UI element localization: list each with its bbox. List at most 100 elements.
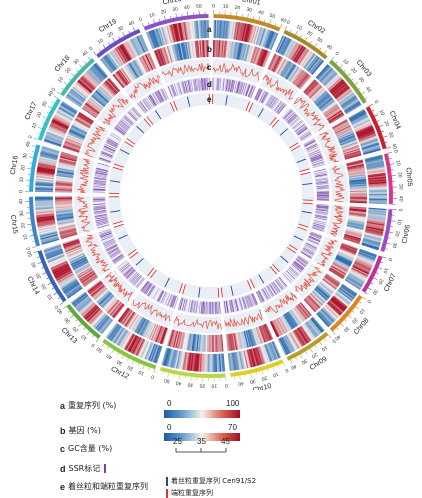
tick-label-chr16-40: 40 (25, 141, 32, 148)
tick-label-chr05-10: 10 (394, 160, 401, 167)
tick-chr18-10 (64, 82, 67, 84)
tick-chr05-0 (388, 152, 392, 153)
tick-chr12-15 (138, 363, 139, 365)
tick-label-chr18-40: 40 (81, 50, 89, 58)
tick-chr10-5 (278, 365, 279, 367)
tick-chr17-35 (52, 102, 54, 103)
tick-chr15-10 (29, 235, 33, 236)
tick-chr05-10 (390, 164, 394, 165)
tick-chr20-10 (153, 19, 154, 23)
tick-label-chr01-20: 20 (234, 5, 241, 12)
tick-label-chr11-10: 10 (211, 383, 217, 389)
legend-c-tick-3: 45 (221, 437, 230, 446)
tick-chr15-5 (32, 241, 34, 242)
tick-chr08-5 (359, 302, 361, 303)
chr-label-chr06: Chr06 (401, 224, 412, 244)
tick-label-chr01-30: 30 (246, 7, 253, 14)
legend-row-d: d SSR标记 (60, 463, 106, 474)
tick-chr19-25 (118, 36, 119, 38)
tick-chr19-10 (103, 45, 105, 48)
tick-chr07-10 (378, 267, 382, 269)
tick-chr09-0 (329, 335, 332, 338)
tick-chr13-0 (96, 339, 98, 342)
chr-label-chr16: Chr16 (10, 155, 20, 175)
tick-chr15-0 (32, 247, 36, 248)
tick-label-chr08-0: 0 (365, 299, 372, 305)
tick-chr20-0 (142, 23, 143, 27)
tick-chr17-15 (42, 122, 44, 123)
tick-label-chr14-30: 30 (35, 272, 43, 280)
tick-chr14-5 (58, 298, 60, 299)
tick-chr17-10 (38, 127, 42, 128)
tick-label-chr05-0: 0 (392, 149, 399, 153)
tick-chr14-45 (37, 257, 39, 258)
tick-label-chr12-10: 10 (138, 369, 146, 377)
tick-chr07-20 (374, 278, 378, 280)
tick-label-chr20-10: 10 (148, 12, 155, 19)
track-e-bg-chr05 (299, 172, 314, 201)
legend-a-max: 100 (226, 399, 239, 408)
tick-chr03-0 (332, 57, 335, 60)
tick-chr08-0 (362, 297, 365, 299)
legend-c-tick-2: 35 (197, 437, 206, 446)
tick-chr13-5 (92, 335, 94, 337)
tick-chr02-20 (305, 37, 307, 40)
tick-label-chr12-0: 0 (150, 373, 155, 380)
tick-chr09-15 (315, 345, 316, 347)
tick-label-chr20-0: 0 (138, 16, 143, 23)
tick-chr14-40 (38, 262, 42, 263)
tick-chr08-30 (341, 324, 344, 327)
tick-chr07-30 (368, 288, 371, 290)
tick-label-chr02-0: 0 (286, 19, 291, 26)
tick-chr01-40 (259, 17, 260, 21)
tick-chr01-20 (236, 12, 237, 16)
tick-label-chr14-40: 40 (30, 261, 38, 269)
tick-chr02-10 (295, 31, 297, 35)
tick-chr12-35 (117, 353, 118, 355)
tick-chr10-20 (262, 371, 263, 375)
tick-label-chr19-40: 40 (128, 20, 136, 28)
tick-chr19-35 (129, 31, 130, 33)
legend-row-b: b 基因 (%) (60, 425, 101, 436)
chr-label-chr01: Chr01 (241, 0, 261, 7)
chr-label-chr07: Chr07 (383, 273, 398, 293)
legend-letter-d: d (60, 464, 66, 474)
tick-label-chr17-20: 20 (36, 111, 44, 119)
tick-chr06-35 (385, 249, 387, 250)
tick-label-chr15-40: 40 (18, 199, 24, 205)
tick-chr10-30 (251, 374, 252, 378)
tick-chr11-40 (179, 375, 180, 379)
tick-label-chr08-10: 10 (358, 307, 366, 315)
legend-cen-mark (166, 477, 168, 486)
tick-label-chr06-30: 30 (391, 242, 398, 249)
tick-label-chr02-40: 40 (325, 43, 333, 51)
tick-chr07-15 (376, 273, 378, 274)
legend-text-b: 基因 (%) (69, 425, 101, 436)
legend-cen-text: 着丝粒重复序列 Cen91/S2 (171, 476, 256, 486)
tick-chr18-15 (69, 79, 71, 81)
tick-chr12-50 (102, 343, 104, 346)
tick-chr09-40 (290, 360, 292, 364)
tick-label-chr07-20: 20 (376, 277, 384, 285)
track-b-cell-chr15-36 (55, 196, 72, 197)
chr-label-chr19: Chr19 (98, 18, 118, 34)
tick-chr12-10 (143, 365, 144, 369)
tick-chr19-5 (99, 49, 101, 51)
legend-ssr-mark (104, 464, 106, 473)
legend-letter-b: b (60, 426, 66, 436)
tick-label-chr07-30: 30 (371, 288, 379, 296)
tick-chr01-30 (248, 14, 249, 18)
tick-chr03-45 (365, 97, 367, 98)
tick-label-chr19-30: 30 (117, 25, 125, 33)
legend-e-cen: 着丝粒重复序列 Cen91/S2 (166, 476, 256, 486)
tick-chr16-20 (27, 168, 31, 169)
tick-label-chr20-40: 40 (184, 5, 190, 12)
track-letter-d: d (207, 80, 212, 89)
tick-chr08-15 (352, 311, 354, 313)
tick-label-chr13-30: 30 (64, 316, 72, 324)
tick-chr01-35 (253, 17, 254, 19)
tick-chr19-20 (113, 38, 115, 41)
tick-label-chr15-30: 30 (19, 210, 26, 216)
tick-chr03-15 (344, 70, 346, 72)
tick-chr03-40 (362, 92, 365, 94)
